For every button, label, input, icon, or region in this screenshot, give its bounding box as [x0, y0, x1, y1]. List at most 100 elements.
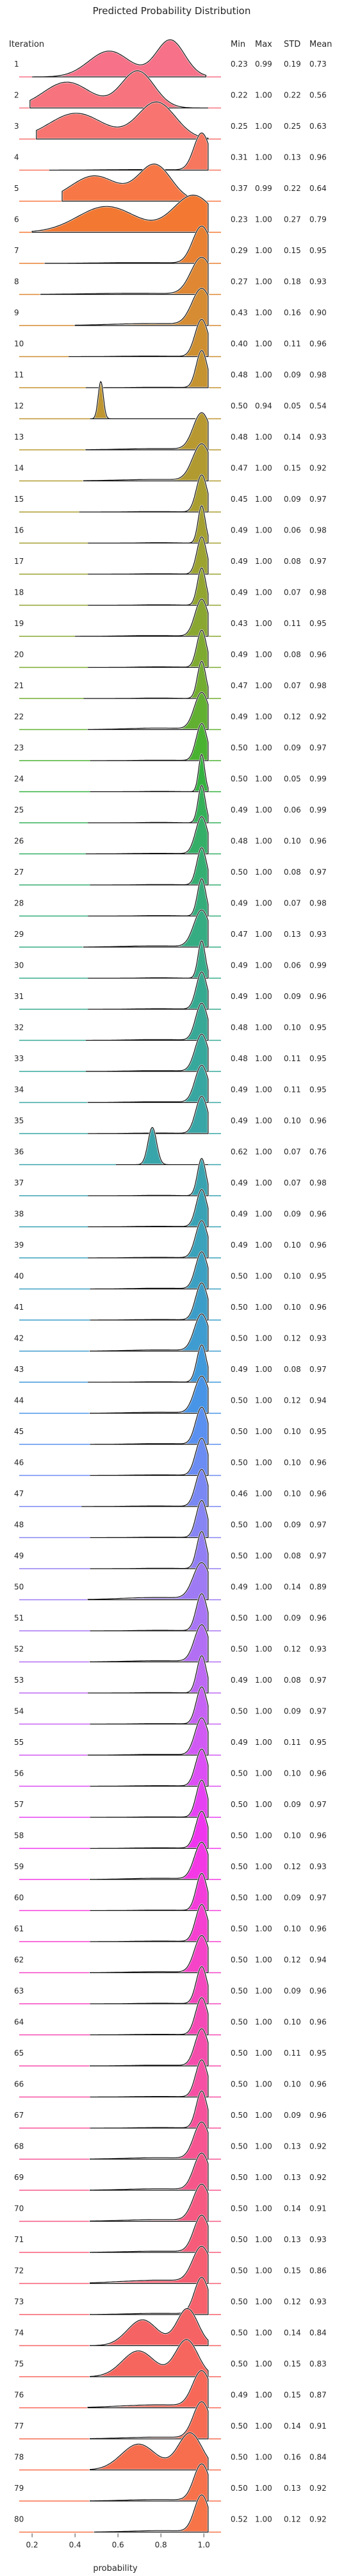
stat-mean: 0.95	[309, 619, 327, 628]
row-label: 6	[14, 215, 19, 224]
stat-max: 1.00	[255, 1800, 272, 1809]
row-label: 46	[14, 1458, 24, 1467]
ridge-outline	[90, 1437, 209, 1476]
row-label: 59	[14, 1862, 24, 1871]
stat-mean: 0.84	[309, 2453, 327, 2462]
stat-min: 0.50	[231, 2422, 248, 2431]
ridge-outline	[90, 1842, 209, 1880]
ridge-outline	[83, 909, 209, 948]
stat-mean: 0.93	[309, 1645, 327, 1654]
ridge-outline	[83, 661, 209, 699]
stat-max: 1.00	[255, 1272, 272, 1281]
stat-mean: 0.97	[309, 1521, 327, 1530]
row-label: 1	[14, 60, 19, 69]
ridge-outline	[90, 1779, 209, 1818]
stat-mean: 0.90	[309, 308, 327, 317]
ridge-outline	[115, 1127, 208, 1166]
stat-std: 0.12	[284, 713, 301, 722]
row-label: 37	[14, 1178, 24, 1187]
stat-min: 0.49	[231, 1738, 248, 1747]
stat-std: 0.11	[284, 2049, 301, 2058]
stat-min: 0.50	[231, 2080, 248, 2089]
x-tick-label: 0.2	[26, 2541, 38, 2550]
stat-min: 0.50	[231, 1303, 248, 1312]
stat-std: 0.10	[284, 1023, 301, 1032]
stat-max: 1.00	[255, 1645, 272, 1654]
stat-min: 0.48	[231, 433, 248, 442]
stat-max: 1.00	[255, 961, 272, 970]
stat-min: 0.29	[231, 246, 248, 255]
stat-max: 0.94	[255, 402, 272, 411]
stat-mean: 0.93	[309, 930, 327, 939]
row-label: 61	[14, 1924, 24, 1933]
row-label: 66	[14, 2080, 24, 2089]
stat-min: 0.49	[231, 805, 248, 814]
stat-max: 1.00	[255, 1831, 272, 1840]
row-label: 35	[14, 1116, 24, 1125]
ridge-outline	[31, 194, 209, 233]
stat-max: 1.00	[255, 2111, 272, 2120]
stat-min: 0.50	[231, 2018, 248, 2027]
stat-mean: 0.79	[309, 215, 327, 224]
row-label: 42	[14, 1334, 24, 1343]
ridge-outline	[88, 785, 209, 823]
stat-max: 1.00	[255, 2018, 272, 2027]
stat-mean: 0.84	[309, 2329, 327, 2338]
stat-max: 1.00	[255, 1862, 272, 1871]
stat-max: 1.00	[255, 2266, 272, 2275]
row-label: 9	[14, 308, 19, 317]
row-label: 32	[14, 1023, 24, 1032]
stat-max: 1.00	[255, 992, 272, 1001]
stat-min: 0.49	[231, 1365, 248, 1374]
stat-min: 0.27	[231, 277, 248, 286]
row-label: 5	[14, 184, 19, 193]
ridge-outline	[90, 2401, 209, 2440]
row-label: 22	[14, 713, 24, 722]
ridge-outline	[90, 1593, 209, 1631]
ridge-outline	[90, 2339, 209, 2377]
stat-std: 0.15	[284, 2359, 301, 2368]
stat-min: 0.50	[231, 2453, 248, 2462]
ridges-group: 1234567891011121314151617181920212223242…	[14, 38, 221, 2533]
stat-mean: 0.96	[309, 650, 327, 659]
stat-max: 1.00	[255, 1148, 272, 1157]
stat-min: 0.49	[231, 1241, 248, 1250]
stat-mean: 0.97	[309, 1894, 327, 1903]
row-label: 2	[14, 91, 19, 100]
stat-max: 1.00	[255, 2080, 272, 2089]
stat-header-mean: Mean	[309, 40, 332, 49]
stat-mean: 0.96	[309, 1614, 327, 1622]
stat-std: 0.22	[284, 184, 301, 193]
stat-mean: 0.97	[309, 557, 327, 566]
stat-std: 0.12	[284, 2297, 301, 2306]
row-label: 18	[14, 588, 24, 597]
stat-std: 0.19	[284, 60, 301, 69]
stat-std: 0.10	[284, 2080, 301, 2089]
stat-std: 0.14	[284, 2422, 301, 2431]
ridge-outline	[90, 1686, 209, 1725]
row-label: 15	[14, 495, 24, 504]
row-label: 39	[14, 1241, 24, 1250]
stat-min: 0.46	[231, 1489, 248, 1498]
stat-max: 1.00	[255, 1396, 272, 1405]
stat-max: 1.00	[255, 1054, 272, 1063]
stat-max: 1.00	[255, 2235, 272, 2244]
stat-std: 0.10	[284, 1769, 301, 1778]
row-label: 67	[14, 2111, 24, 2120]
stat-std: 0.09	[284, 495, 301, 504]
ridge-outline	[87, 1064, 209, 1103]
ridge-outline	[88, 1189, 209, 1228]
stat-max: 1.00	[255, 899, 272, 908]
stat-min: 0.50	[231, 1396, 248, 1405]
stat-min: 0.49	[231, 961, 248, 970]
stat-mean: 0.92	[309, 2515, 327, 2524]
stat-std: 0.14	[284, 433, 301, 442]
stat-max: 1.00	[255, 1116, 272, 1125]
ridge-outline	[88, 629, 209, 668]
stat-std: 0.15	[284, 2266, 301, 2275]
stat-max: 1.00	[255, 681, 272, 690]
stat-std: 0.12	[284, 1645, 301, 1654]
ridge-outline	[90, 2090, 209, 2129]
row-label: 4	[14, 153, 19, 162]
